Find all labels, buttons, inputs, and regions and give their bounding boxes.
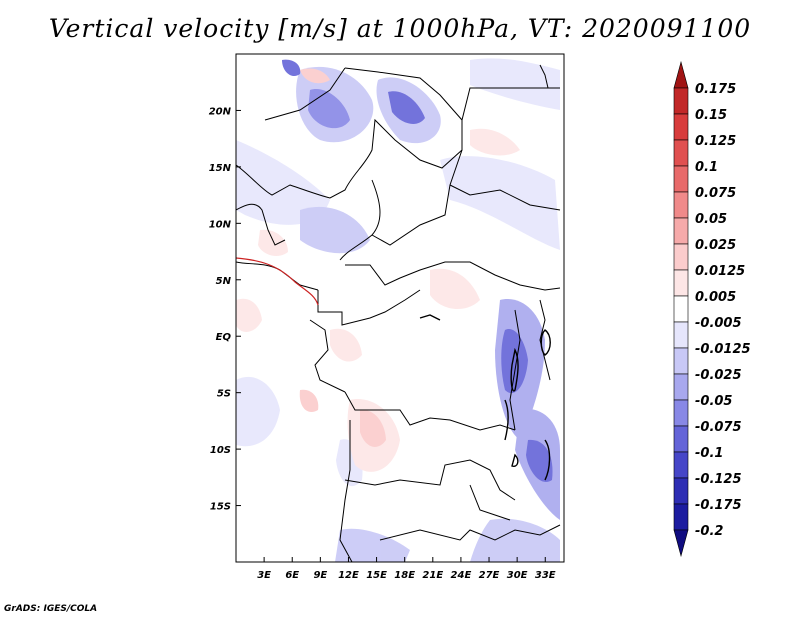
colorbar-segment	[673, 139, 689, 167]
lat-tick-label: 5N	[216, 276, 232, 287]
colorbar-segment	[673, 399, 689, 427]
colorbar: 0.175 0.15 0.125 0.1 0.075 0.05 0.025 0.0125 0.0…	[673, 60, 751, 558]
colorbar-segment	[673, 217, 689, 245]
colorbar-label: -0.075	[695, 420, 742, 435]
colorbar-segment	[673, 451, 689, 479]
country-boundaries	[236, 64, 561, 562]
colorbar-label: 0.075	[695, 186, 736, 201]
colorbar-segment	[673, 113, 689, 141]
colorbar-segment	[673, 321, 689, 349]
lon-tick-label: 21E	[422, 570, 443, 581]
colorbar-segment	[673, 60, 689, 89]
map-plot-area	[235, 53, 565, 563]
map-frame	[235, 53, 565, 563]
colorbar-segment	[673, 295, 689, 323]
velocity-field	[236, 58, 560, 562]
colorbar-label: 0.15	[695, 108, 727, 123]
colorbar-label: -0.1	[695, 446, 723, 461]
colorbar-segment	[673, 165, 689, 193]
lat-tick-label: EQ	[216, 332, 232, 343]
lon-tick-label: 3E	[257, 570, 271, 581]
lon-tick-label: 6E	[285, 570, 299, 581]
colorbar-label: -0.005	[695, 316, 742, 331]
lat-tick-label: 15S	[210, 502, 231, 513]
colorbar-label: -0.125	[695, 472, 742, 487]
lat-tick-label: 5S	[217, 389, 231, 400]
colorbar-segment	[673, 373, 689, 401]
colorbar-label: 0.1	[695, 160, 718, 175]
lakes	[419, 314, 551, 481]
latitude-ticks: 20N 15N 10N 5N EQ 5S 10S 15S	[209, 106, 241, 513]
colorbar-label: 0.05	[695, 212, 727, 227]
coastline-red-band	[236, 257, 319, 306]
lat-tick-label: 10S	[210, 445, 231, 456]
colorbar-label: -0.025	[695, 368, 742, 383]
longitude-ticks: 3E 6E 9E 12E 15E 18E 21E 24E 27E 30E 33E	[257, 557, 556, 581]
lon-tick-label: 15E	[366, 570, 387, 581]
colorbar-label: 0.175	[695, 82, 736, 97]
lon-tick-label: 33E	[535, 570, 556, 581]
lat-tick-label: 20N	[209, 106, 232, 117]
lat-tick-label: 10N	[209, 219, 232, 230]
colorbar-segment	[673, 529, 689, 558]
colorbar-label: -0.0125	[695, 342, 751, 357]
colorbar-segment	[673, 477, 689, 505]
lon-tick-label: 9E	[313, 570, 327, 581]
colorbar-segment	[673, 191, 689, 219]
colorbar-label: 0.025	[695, 238, 736, 253]
colorbar-segment	[673, 243, 689, 271]
colorbar-label: 0.125	[695, 134, 736, 149]
lon-tick-label: 24E	[451, 570, 472, 581]
colorbar-label: 0.0125	[695, 264, 745, 279]
lon-tick-label: 18E	[394, 570, 415, 581]
colorbar-segment	[673, 269, 689, 297]
colorbar-label: -0.175	[695, 498, 742, 513]
colorbar-segment	[673, 87, 689, 115]
lon-tick-label: 27E	[479, 570, 500, 581]
colorbar-segment	[673, 425, 689, 453]
chart-title: Vertical velocity [m/s] at 1000hPa, VT: …	[48, 14, 752, 43]
colorbar-label: 0.005	[695, 290, 736, 305]
lon-tick-label: 12E	[338, 570, 359, 581]
grads-credit: GrADS: IGES/COLA	[4, 604, 98, 614]
colorbar-segment	[673, 503, 689, 531]
lon-tick-label: 30E	[507, 570, 528, 581]
colorbar-segment	[673, 347, 689, 375]
colorbar-label: -0.05	[695, 394, 732, 409]
lat-tick-label: 15N	[209, 163, 232, 174]
colorbar-label: -0.2	[695, 524, 723, 539]
